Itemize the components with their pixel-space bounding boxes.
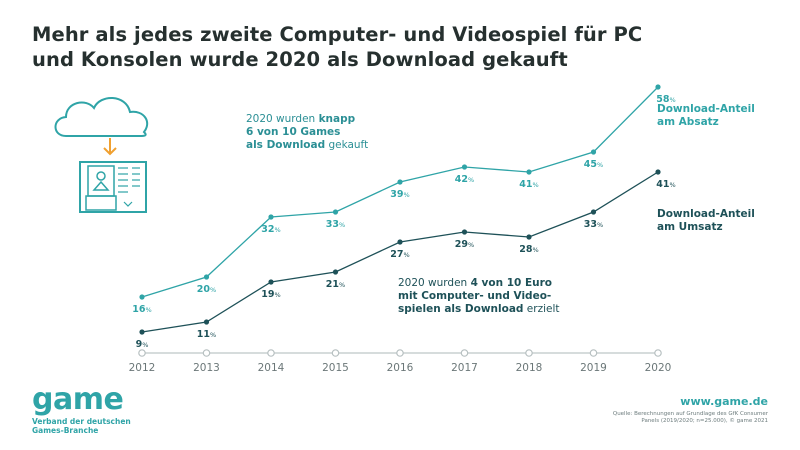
series-label-absatz-line-1: Download-Anteil [657,103,755,115]
data-label: 9% [136,339,149,350]
x-tick-label: 2019 [580,362,607,374]
data-point [397,179,403,185]
logo-wordmark: game [32,382,124,417]
x-axis-tick [589,349,598,357]
data-point [526,169,532,175]
x-tick-label: 2014 [258,362,285,374]
website-link[interactable]: www.game.de [680,395,768,408]
x-axis-tick [138,349,146,357]
x-tick-label: 2012 [129,362,156,374]
title-line-2: und Konsolen wurde 2020 als Download gek… [32,48,568,71]
x-axis-tick [396,349,404,357]
note-euro-bold-3: spielen als Download [398,303,524,315]
data-label: 11% [197,329,216,340]
data-point [655,84,661,90]
note-euro: 2020 wurden 4 von 10 Euro mit Computer- … [398,277,560,316]
logo-subtitle-line-1: Verband der deutschen [32,417,131,426]
data-point [526,234,532,240]
data-label: 39% [390,189,409,200]
data-label: 27% [390,249,409,260]
data-label: 33% [326,219,345,230]
x-axis-tick [202,349,211,357]
cloud-download-game-case-icon [54,97,149,213]
data-label: 33% [584,219,603,230]
series-label-umsatz-line-1: Download-Anteil [657,208,755,220]
data-point [332,209,339,215]
data-point [461,164,468,170]
note-games-text-1: 2020 wurden [246,113,319,125]
x-tick-label: 2016 [387,362,414,374]
data-point [397,239,403,245]
data-label: 41% [656,179,675,190]
data-point [332,269,339,275]
title-line-1: Mehr als jedes zweite Computer- und Vide… [32,23,643,46]
data-label: 16% [132,304,151,315]
data-point [139,294,145,300]
x-tick-label: 2018 [516,362,543,374]
game-logo: game Verband der deutschen Games-Branche [32,382,172,436]
note-euro-bold-1: 4 von 10 Euro [470,277,553,289]
data-point [655,169,661,175]
data-label: 42% [455,174,474,185]
note-games-bold-3: als Download [246,139,326,151]
x-tick-label: 2015 [322,362,349,374]
data-point [203,319,210,325]
data-point [590,149,597,155]
data-point [268,214,274,220]
x-axis-tick [267,349,275,357]
logo-subtitle: Verband der deutschen Games-Branche [32,417,172,435]
data-label: 20% [197,284,216,295]
x-axis-tick [460,349,469,357]
data-label: 45% [584,159,603,170]
data-point [590,209,597,215]
data-label: 41% [519,179,538,190]
note-games-bold-1: knapp [318,113,356,125]
data-label: 58% [656,94,675,105]
x-axis-tick [331,349,340,357]
note-games-bold-2: 6 von 10 Games [246,126,341,138]
source-line-2: Panels (2019/2020; n=25.000), © game 202… [641,418,768,424]
data-label: 28% [519,244,538,255]
series-label-absatz-line-2: am Absatz [657,116,719,128]
logo-subtitle-line-2: Games-Branche [32,426,99,435]
source-line-1: Quelle: Berechnungen auf Grundlage des G… [612,411,768,417]
page-title: Mehr als jedes zweite Computer- und Vide… [32,22,672,72]
note-euro-text-1: 2020 wurden [398,277,471,289]
data-point [139,329,145,335]
x-tick-label: 2020 [645,362,672,374]
series-label-absatz: Download-Anteil am Absatz [657,103,755,129]
data-label: 29% [455,239,474,250]
data-point [461,229,468,235]
series-label-umsatz-line-2: am Umsatz [657,221,723,233]
note-euro-text-3: erzielt [523,303,560,315]
note-games-text-3: gekauft [325,139,369,151]
data-point [268,279,274,285]
source-note: Quelle: Berechnungen auf Grundlage des G… [558,411,768,425]
x-axis-tick [654,349,662,357]
x-tick-label: 2017 [451,362,478,374]
note-games: 2020 wurden knapp 6 von 10 Games als Dow… [246,113,368,152]
data-label: 32% [261,224,280,235]
data-label: 21% [326,279,345,290]
note-euro-bold-2: mit Computer- und Video- [398,290,552,302]
x-axis-tick [525,349,533,357]
data-label: 19% [261,289,280,300]
series-label-umsatz: Download-Anteil am Umsatz [657,208,755,234]
data-point [203,274,210,280]
x-tick-label: 2013 [193,362,220,374]
